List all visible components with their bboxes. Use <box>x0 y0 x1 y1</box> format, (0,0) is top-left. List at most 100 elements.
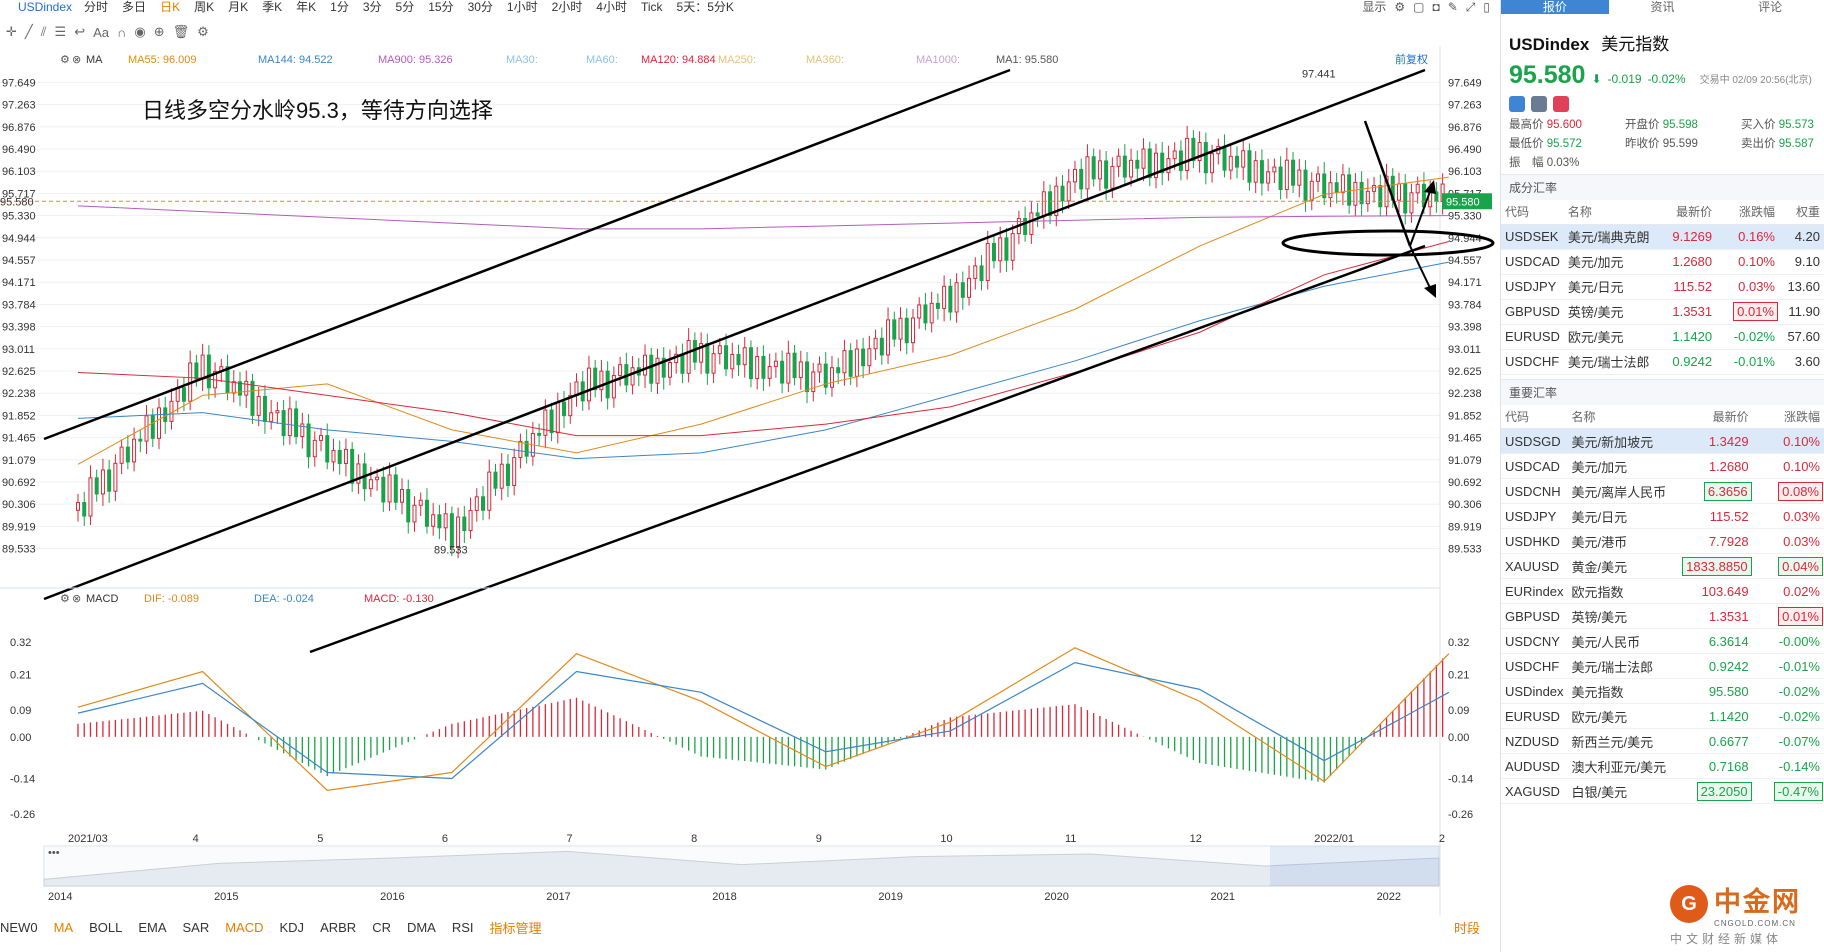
macd-gear-icon[interactable]: ⚙ <box>60 593 70 605</box>
table-row[interactable]: AUDUSD 澳大利亚元/美元 0.7168 -0.14% <box>1501 753 1824 779</box>
period-tab[interactable]: 1小时 <box>506 0 538 14</box>
period-tab[interactable]: 多日 <box>122 0 147 14</box>
table-row[interactable]: USDCNH 美元/离岸人民币 6.3656 0.08% <box>1501 478 1824 504</box>
table-row[interactable]: GBPUSD 英镑/美元 1.3531 0.01% 11.90 <box>1501 299 1824 325</box>
camera-icon[interactable]: ◘ <box>1432 0 1440 14</box>
table-row[interactable]: XAGUSD 白银/美元 23.2050 -0.47% <box>1501 778 1824 804</box>
indicator-tab[interactable]: KDJ <box>279 919 305 935</box>
globe-icon[interactable] <box>1509 96 1525 112</box>
ma-legend-item[interactable]: MA120: 94.884 <box>641 54 716 66</box>
line-tool-icon[interactable]: ╱ <box>24 24 33 39</box>
indicator-tab[interactable]: MA <box>53 919 74 935</box>
period-tab[interactable]: 3分 <box>362 0 382 14</box>
session-button[interactable]: 时段 <box>1453 920 1480 936</box>
pen-icon[interactable]: ✎ <box>1447 0 1458 14</box>
indicator-tab[interactable]: CR <box>372 919 391 935</box>
adjust-button[interactable]: 前复权 <box>1395 52 1428 66</box>
table-row[interactable]: GBPUSD 英镑/美元 1.3531 0.01% <box>1501 603 1824 629</box>
symbol-label[interactable]: USDindex <box>18 0 73 14</box>
eye-icon[interactable]: ◉ <box>134 24 146 39</box>
indicator-tab[interactable]: MACD <box>225 919 264 935</box>
period-tab[interactable]: Tick <box>640 0 663 14</box>
macd-legend-macd[interactable]: MACD: -0.130 <box>364 593 434 605</box>
up-arrow-line[interactable] <box>1409 185 1433 247</box>
indicator-tab[interactable]: EMA <box>138 919 167 935</box>
indicator-tab[interactable]: NEW0 <box>0 919 38 935</box>
indicator-tab[interactable]: DMA <box>406 919 436 935</box>
table-row[interactable]: USDJPY 美元/日元 115.52 0.03% <box>1501 503 1824 529</box>
ma-legend-item[interactable]: MA900: 95.326 <box>378 54 453 66</box>
table-row[interactable]: USDSGD 美元/新加坡元 1.3429 0.10% <box>1501 428 1824 454</box>
chart-area[interactable]: 97.649 97.649 97.263 97.263 96.876 96.876 96.4… <box>0 46 1496 916</box>
period-tab[interactable]: 周K <box>194 0 215 14</box>
ma-legend-item[interactable]: MA1000: <box>916 54 960 66</box>
ma-legend-item[interactable]: MA1: 95.580 <box>996 54 1058 66</box>
display-menu[interactable]: 显示 <box>1362 0 1387 14</box>
period-tab[interactable]: 5分 <box>395 0 415 14</box>
column-header[interactable]: 权重 <box>1779 200 1824 225</box>
ma-legend-item[interactable]: MA250: <box>718 54 756 66</box>
heart-icon[interactable] <box>1553 96 1569 112</box>
gear-icon[interactable]: ⚙ <box>1394 0 1406 14</box>
period-tab[interactable]: 30分 <box>467 0 493 14</box>
ma-legend-item[interactable]: MA30: <box>506 54 538 66</box>
panel-tab[interactable]: 评论 <box>1758 0 1783 14</box>
table-row[interactable]: USDCNY 美元/人民币 6.3614 -0.00% <box>1501 628 1824 654</box>
ma-legend-item[interactable]: MA360: <box>806 54 844 66</box>
table-row[interactable]: USDHKD 美元/港币 7.7928 0.03% <box>1501 528 1824 554</box>
trash-icon[interactable]: 🗑 <box>172 24 190 39</box>
crosshair-icon[interactable]: ✛ <box>6 24 17 39</box>
column-header[interactable]: 涨跌幅 <box>1716 200 1779 225</box>
settings-icon[interactable]: ⚙ <box>197 24 209 39</box>
channel-tool-icon[interactable]: ⫽ <box>40 24 47 39</box>
channel-line[interactable] <box>1363 120 1412 247</box>
period-tab[interactable]: 分时 <box>84 0 109 14</box>
ma-legend-item[interactable]: MA144: 94.522 <box>258 54 333 66</box>
fib-tool-icon[interactable]: ☰ <box>54 24 67 39</box>
fullscreen-icon[interactable]: ⤢ <box>1465 0 1476 14</box>
period-tab[interactable]: 年K <box>296 0 317 14</box>
arrow-tool-icon[interactable]: ↩ <box>74 24 86 39</box>
magnet-icon[interactable]: ∩ <box>117 24 127 40</box>
navigator-handle[interactable]: ••• <box>48 847 60 859</box>
table-row[interactable]: EURindex 欧元指数 103.649 0.02% <box>1501 578 1824 604</box>
period-tab[interactable]: 2小时 <box>551 0 583 14</box>
period-tab[interactable]: 5天：5分K <box>676 0 734 14</box>
macd-close-icon[interactable]: ⊗ <box>72 593 81 605</box>
layout-icon[interactable]: ▢ <box>1413 0 1425 14</box>
close-icon[interactable]: ⊗ <box>72 54 81 66</box>
text-tool-icon[interactable]: Aa <box>93 24 110 40</box>
chart-annotation[interactable]: 日线多空分水岭95.3，等待方向选择 <box>142 98 493 123</box>
table-row[interactable]: USDCAD 美元/加元 1.2680 0.10% <box>1501 453 1824 479</box>
bookmark-icon[interactable]: ▯ <box>1483 0 1490 14</box>
table-row[interactable]: USDCAD 美元/加元 1.2680 0.10% 9.10 <box>1501 249 1824 275</box>
table-row[interactable]: EURUSD 欧元/美元 1.1420 -0.02% 57.60 <box>1501 324 1824 350</box>
indicator-tab[interactable]: RSI <box>451 919 474 935</box>
table-row[interactable]: USDJPY 美元/日元 115.52 0.03% 13.60 <box>1501 274 1824 300</box>
gear-icon[interactable]: ⚙ <box>60 54 70 66</box>
ma-legend-item[interactable]: MA60: <box>586 54 618 66</box>
ma-legend-item[interactable]: MA55: 96.009 <box>128 54 197 66</box>
period-tab[interactable]: 季K <box>262 0 283 14</box>
period-tab[interactable]: 15分 <box>428 0 454 14</box>
table-row[interactable]: XAUUSD 黄金/美元 1833.8850 0.04% <box>1501 553 1824 579</box>
channel-line[interactable] <box>43 68 1011 441</box>
indicator-tab[interactable]: BOLL <box>89 919 123 935</box>
table-row[interactable]: EURUSD 欧元/美元 1.1420 -0.02% <box>1501 703 1824 729</box>
panel-tab[interactable]: 报价 <box>1501 0 1609 14</box>
navigator-window[interactable] <box>1270 846 1439 886</box>
table-row[interactable]: USDCHF 美元/瑞士法郎 0.9242 -0.01% <box>1501 653 1824 679</box>
indicator-tab[interactable]: ARBR <box>320 919 357 935</box>
period-tab[interactable]: 月K <box>228 0 249 14</box>
macd-legend-dif[interactable]: DIF: -0.089 <box>144 593 199 605</box>
doc-icon[interactable] <box>1531 96 1547 112</box>
channel-line[interactable] <box>43 68 1426 601</box>
indicator-tab[interactable]: SAR <box>182 919 210 935</box>
table-row[interactable]: NZDUSD 新西兰元/美元 0.6677 -0.07% <box>1501 728 1824 754</box>
table-row[interactable]: USDindex 美元指数 95.580 -0.02% <box>1501 678 1824 704</box>
period-tab[interactable]: 4小时 <box>596 0 627 14</box>
macd-legend-dea[interactable]: DEA: -0.024 <box>254 593 314 605</box>
period-tab[interactable]: 1分 <box>330 0 349 14</box>
indicator-tab[interactable]: 指标管理 <box>489 920 542 936</box>
channel-line[interactable] <box>309 244 1426 654</box>
